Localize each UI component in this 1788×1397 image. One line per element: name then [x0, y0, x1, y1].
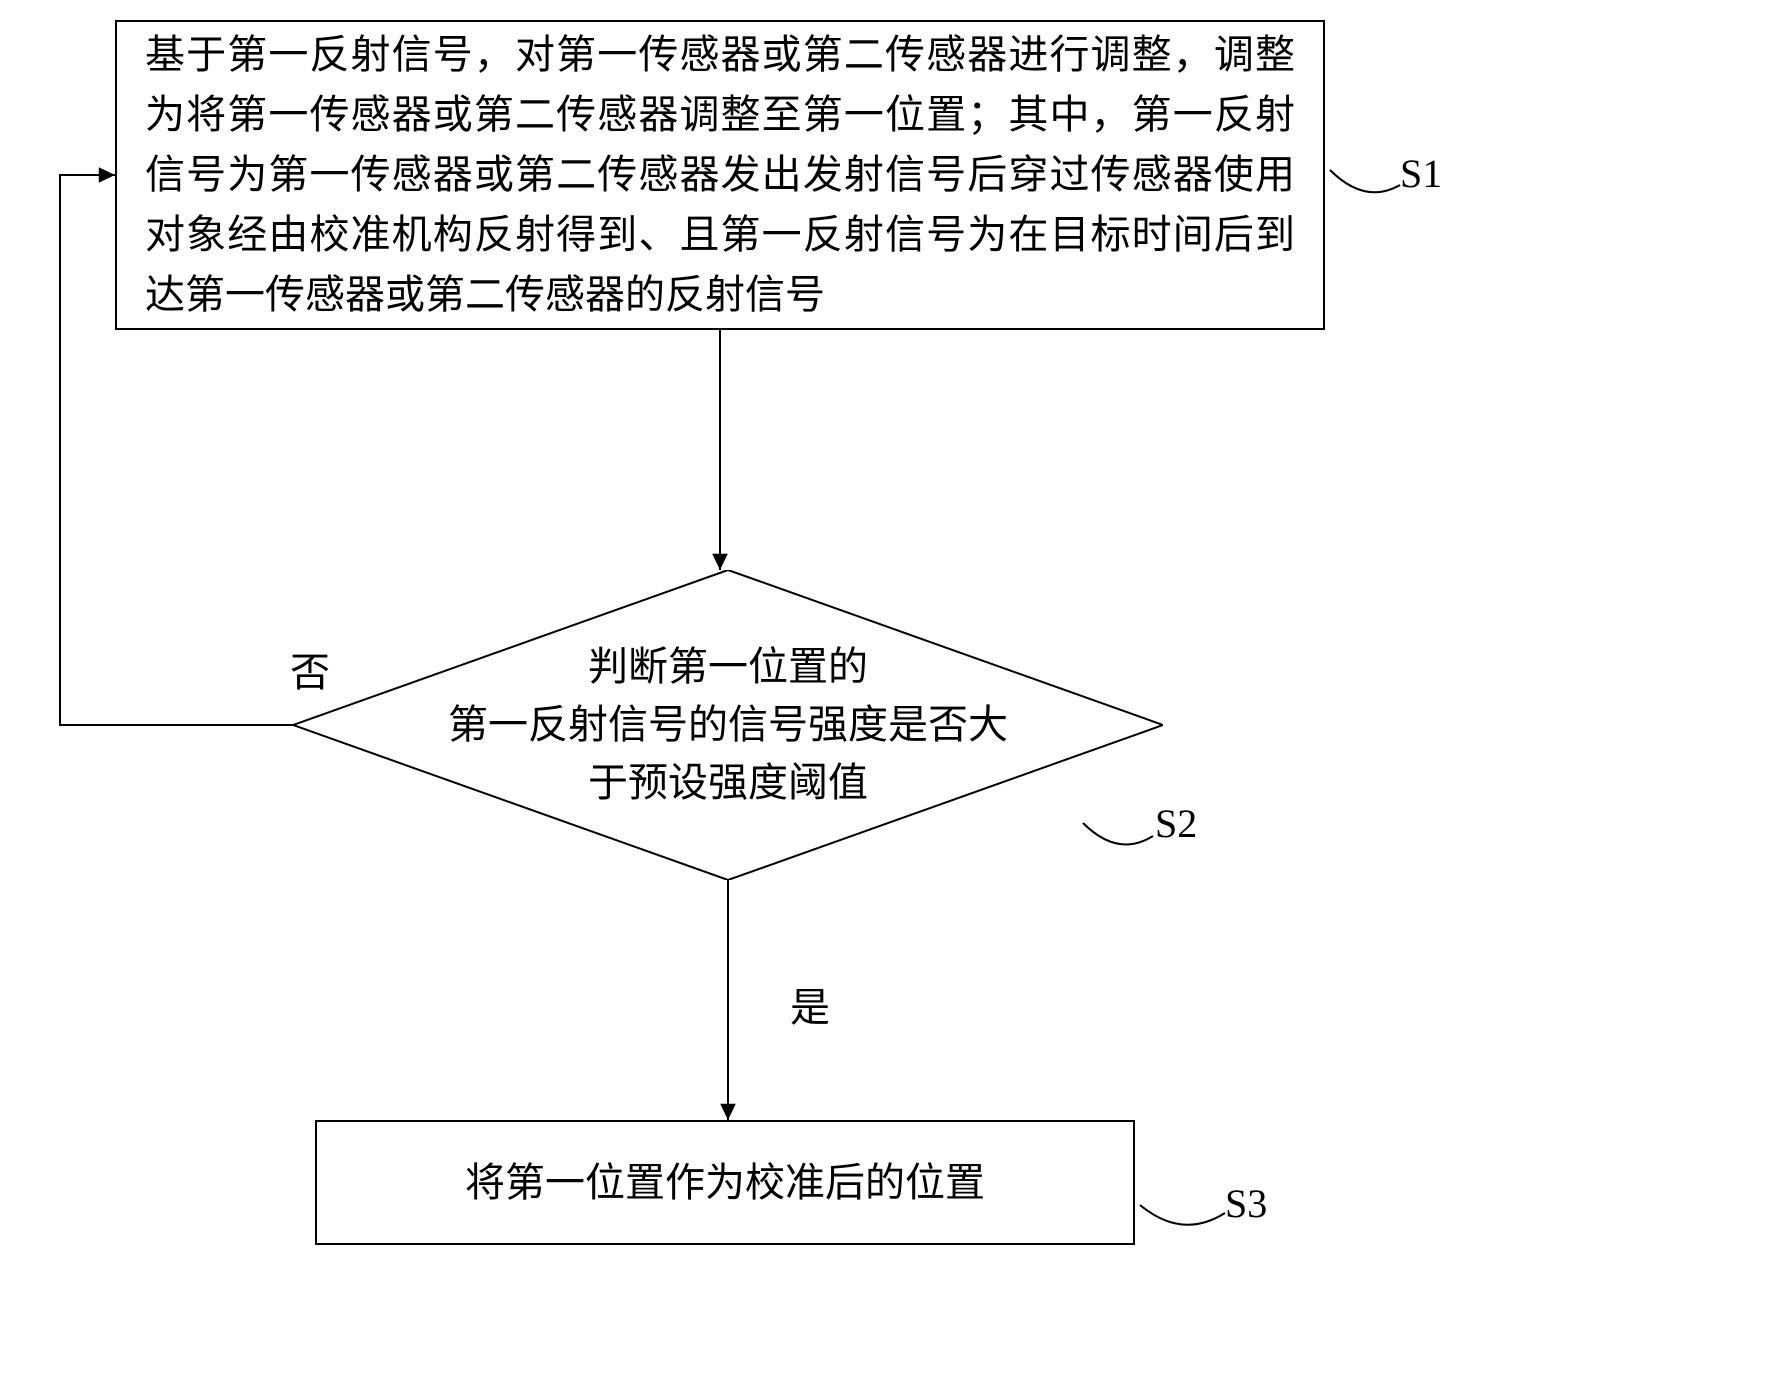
step-label-s1: S1: [1400, 150, 1442, 197]
process-node-s3: 将第一位置作为校准后的位置: [315, 1120, 1135, 1245]
edge-label-yes-text: 是: [790, 985, 830, 1030]
edge-s2-to-s1-no: [40, 155, 313, 745]
step-label-s3-text: S3: [1225, 1181, 1267, 1226]
process-s3-text: 将第一位置作为校准后的位置: [465, 1160, 985, 1205]
edge-label-no-text: 否: [290, 650, 330, 695]
process-s1-text: 基于第一反射信号，对第一传感器或第二传感器进行调整，调整为将第一传感器或第二传感…: [145, 32, 1295, 317]
edge-label-no: 否: [290, 640, 330, 698]
flowchart-root: 基于第一反射信号，对第一传感器或第二传感器进行调整，调整为将第一传感器或第二传感…: [0, 0, 1788, 1397]
edge-s2-to-s3-yes: [708, 860, 748, 1140]
step-label-s2: S2: [1155, 800, 1197, 847]
step-label-s1-text: S1: [1400, 151, 1442, 196]
decision-node-s2: 判断第一位置的 第一反射信号的信号强度是否大 于预设强度阈值: [293, 570, 1163, 880]
step-label-s2-text: S2: [1155, 801, 1197, 846]
edge-s1-to-s2: [700, 310, 740, 590]
step-label-s3: S3: [1225, 1180, 1267, 1227]
edge-label-yes: 是: [790, 975, 830, 1033]
